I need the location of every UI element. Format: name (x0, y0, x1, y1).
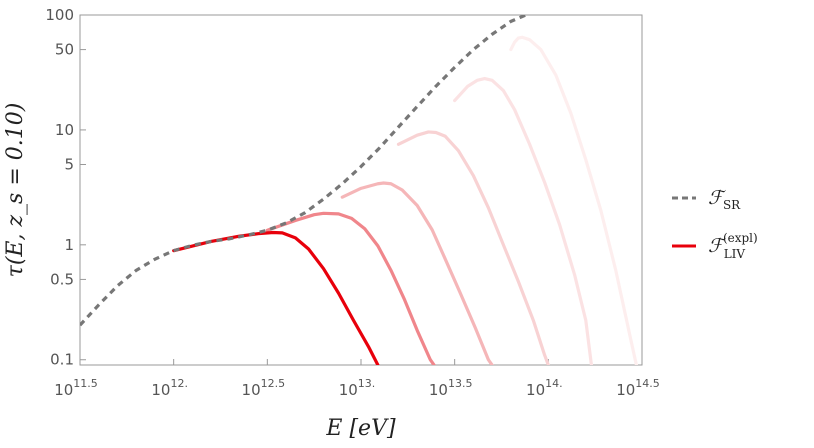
y-tick-label: 10 (55, 121, 74, 139)
series-line-4 (396, 130, 550, 365)
y-tick-label: 100 (45, 6, 74, 24)
y-axis-title: τ(E, z_s = 0.10) (3, 103, 28, 278)
legend-label-liv: ℱ(expl) LIV (708, 231, 758, 261)
x-tick-label: 1013. (339, 377, 376, 399)
series-line-3 (340, 181, 494, 365)
x-tick-label: 1014. (526, 377, 563, 399)
series-line-2 (265, 211, 436, 365)
series-line-0 (80, 15, 527, 327)
x-axis-ticks: 1011.5 1012. 1012.5 1013. 1013.5 1014. 1014.5 (54, 359, 660, 399)
legend: ℱSR ℱ(expl) LIV (672, 187, 758, 261)
y-tick-label: 50 (55, 41, 74, 59)
y-axis-ticks: 0.1 0.5 1 5 10 50 100 (45, 6, 86, 369)
legend-label-sr: ℱSR (708, 187, 741, 212)
x-tick-label: 1011.5 (54, 377, 98, 399)
x-tick-label: 1012. (151, 377, 188, 399)
y-tick-label: 0.1 (50, 351, 74, 369)
x-axis-title: E [eV] (325, 416, 396, 441)
series-layer (80, 15, 638, 365)
series-line-6 (509, 35, 638, 365)
y-tick-label: 5 (64, 156, 74, 174)
series-line-1 (172, 230, 380, 365)
y-tick-label: 0.5 (50, 270, 74, 288)
series-line-5 (453, 76, 594, 365)
y-tick-label: 1 (64, 236, 74, 254)
x-tick-label: 1013.5 (429, 377, 473, 399)
x-tick-label: 1012.5 (242, 377, 286, 399)
x-tick-label: 1014.5 (616, 377, 660, 399)
